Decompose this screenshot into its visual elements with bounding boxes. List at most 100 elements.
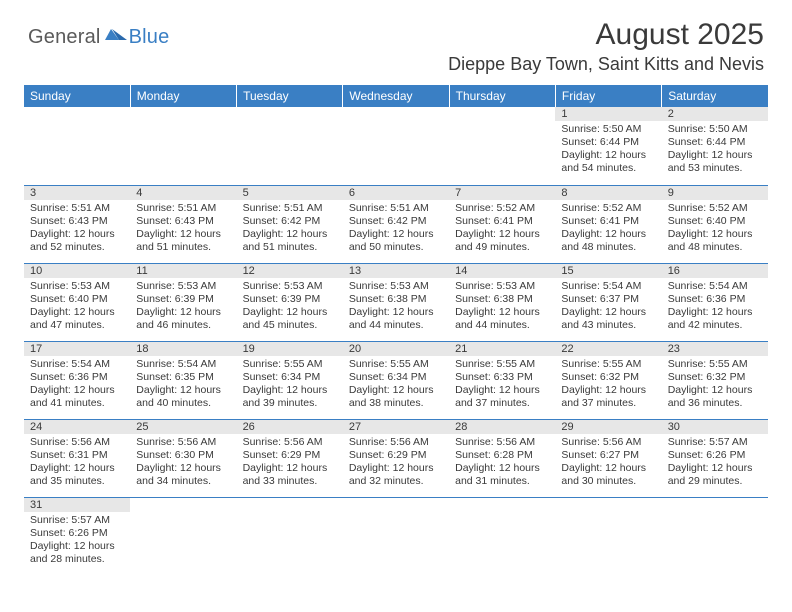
day-number: 10 [24, 264, 130, 278]
day-details: Sunrise: 5:55 AMSunset: 6:32 PMDaylight:… [662, 356, 768, 415]
sunrise-line: Sunrise: 5:51 AM [30, 202, 124, 215]
calendar-day-cell [343, 107, 449, 185]
calendar-day-cell: 14Sunrise: 5:53 AMSunset: 6:38 PMDayligh… [449, 263, 555, 341]
title-block: August 2025 Dieppe Bay Town, Saint Kitts… [448, 18, 764, 75]
brand-part1: General [28, 26, 101, 49]
weekday-header: Friday [555, 85, 661, 107]
daylight-line: and 38 minutes. [349, 397, 443, 410]
day-details: Sunrise: 5:53 AMSunset: 6:39 PMDaylight:… [130, 278, 236, 337]
sunset-line: Sunset: 6:36 PM [668, 293, 762, 306]
sunrise-line: Sunrise: 5:54 AM [668, 280, 762, 293]
daylight-line: Daylight: 12 hours [349, 228, 443, 241]
sunset-line: Sunset: 6:28 PM [455, 449, 549, 462]
day-details: Sunrise: 5:56 AMSunset: 6:29 PMDaylight:… [343, 434, 449, 493]
daylight-line: Daylight: 12 hours [561, 306, 655, 319]
day-number: 17 [24, 342, 130, 356]
day-number: 27 [343, 420, 449, 434]
calendar-day-cell: 6 Sunrise: 5:51 AMSunset: 6:42 PMDaylight… [343, 185, 449, 263]
day-details: Sunrise: 5:55 AMSunset: 6:33 PMDaylight:… [449, 356, 555, 415]
day-details: Sunrise: 5:55 AMSunset: 6:32 PMDaylight:… [555, 356, 661, 415]
calendar-week-row: 31Sunrise: 5:57 AMSunset: 6:26 PMDayligh… [24, 497, 768, 575]
daylight-line: Daylight: 12 hours [136, 384, 230, 397]
daylight-line: and 44 minutes. [349, 319, 443, 332]
calendar-day-cell [449, 497, 555, 575]
daylight-line: and 40 minutes. [136, 397, 230, 410]
sunrise-line: Sunrise: 5:53 AM [455, 280, 549, 293]
sunset-line: Sunset: 6:29 PM [349, 449, 443, 462]
daylight-line: and 45 minutes. [243, 319, 337, 332]
day-number: 2 [662, 107, 768, 121]
calendar-day-cell: 27Sunrise: 5:56 AMSunset: 6:29 PMDayligh… [343, 419, 449, 497]
calendar-table: Sunday Monday Tuesday Wednesday Thursday… [24, 85, 768, 575]
sunset-line: Sunset: 6:26 PM [668, 449, 762, 462]
daylight-line: Daylight: 12 hours [561, 384, 655, 397]
calendar-day-cell: 4Sunrise: 5:51 AMSunset: 6:43 PMDaylight… [130, 185, 236, 263]
sunrise-line: Sunrise: 5:54 AM [30, 358, 124, 371]
daylight-line: and 37 minutes. [455, 397, 549, 410]
calendar-day-cell [555, 497, 661, 575]
month-title: August 2025 [448, 18, 764, 52]
sunrise-line: Sunrise: 5:53 AM [30, 280, 124, 293]
sunrise-line: Sunrise: 5:56 AM [243, 436, 337, 449]
day-number: 3 [24, 186, 130, 200]
sunrise-line: Sunrise: 5:54 AM [136, 358, 230, 371]
daylight-line: Daylight: 12 hours [136, 228, 230, 241]
day-details: Sunrise: 5:54 AMSunset: 6:37 PMDaylight:… [555, 278, 661, 337]
sunrise-line: Sunrise: 5:50 AM [668, 123, 762, 136]
brand-part2: Blue [129, 26, 170, 49]
sunset-line: Sunset: 6:43 PM [136, 215, 230, 228]
daylight-line: Daylight: 12 hours [349, 462, 443, 475]
sunrise-line: Sunrise: 5:56 AM [136, 436, 230, 449]
daylight-line: Daylight: 12 hours [243, 384, 337, 397]
daylight-line: and 46 minutes. [136, 319, 230, 332]
weekday-header: Saturday [662, 85, 768, 107]
daylight-line: and 47 minutes. [30, 319, 124, 332]
sunrise-line: Sunrise: 5:51 AM [136, 202, 230, 215]
daylight-line: Daylight: 12 hours [561, 462, 655, 475]
sunrise-line: Sunrise: 5:55 AM [455, 358, 549, 371]
sunset-line: Sunset: 6:37 PM [561, 293, 655, 306]
daylight-line: and 48 minutes. [561, 241, 655, 254]
calendar-week-row: 17Sunrise: 5:54 AMSunset: 6:36 PMDayligh… [24, 341, 768, 419]
daylight-line: Daylight: 12 hours [349, 306, 443, 319]
day-number: 6 [343, 186, 449, 200]
daylight-line: and 54 minutes. [561, 162, 655, 175]
calendar-day-cell: 19Sunrise: 5:55 AMSunset: 6:34 PMDayligh… [237, 341, 343, 419]
sunset-line: Sunset: 6:42 PM [349, 215, 443, 228]
daylight-line: Daylight: 12 hours [243, 306, 337, 319]
daylight-line: Daylight: 12 hours [243, 462, 337, 475]
day-number: 1 [555, 107, 661, 121]
day-number: 20 [343, 342, 449, 356]
sunrise-line: Sunrise: 5:51 AM [349, 202, 443, 215]
daylight-line: and 44 minutes. [455, 319, 549, 332]
daylight-line: and 37 minutes. [561, 397, 655, 410]
daylight-line: Daylight: 12 hours [30, 462, 124, 475]
day-details: Sunrise: 5:57 AMSunset: 6:26 PMDaylight:… [24, 512, 130, 571]
day-number: 26 [237, 420, 343, 434]
calendar-day-cell: 11Sunrise: 5:53 AMSunset: 6:39 PMDayligh… [130, 263, 236, 341]
day-details: Sunrise: 5:50 AMSunset: 6:44 PMDaylight:… [662, 121, 768, 180]
sunrise-line: Sunrise: 5:56 AM [30, 436, 124, 449]
daylight-line: and 32 minutes. [349, 475, 443, 488]
weekday-header: Monday [130, 85, 236, 107]
sunset-line: Sunset: 6:42 PM [243, 215, 337, 228]
calendar-day-cell [343, 497, 449, 575]
daylight-line: Daylight: 12 hours [30, 228, 124, 241]
daylight-line: and 29 minutes. [668, 475, 762, 488]
daylight-line: and 50 minutes. [349, 241, 443, 254]
calendar-day-cell: 2Sunrise: 5:50 AMSunset: 6:44 PMDaylight… [662, 107, 768, 185]
day-number: 19 [237, 342, 343, 356]
daylight-line: Daylight: 12 hours [561, 228, 655, 241]
weekday-header-row: Sunday Monday Tuesday Wednesday Thursday… [24, 85, 768, 107]
daylight-line: and 43 minutes. [561, 319, 655, 332]
daylight-line: and 28 minutes. [30, 553, 124, 566]
calendar-day-cell: 25Sunrise: 5:56 AMSunset: 6:30 PMDayligh… [130, 419, 236, 497]
weekday-header: Wednesday [343, 85, 449, 107]
day-details: Sunrise: 5:57 AMSunset: 6:26 PMDaylight:… [662, 434, 768, 493]
day-details: Sunrise: 5:51 AMSunset: 6:43 PMDaylight:… [130, 200, 236, 259]
day-number: 25 [130, 420, 236, 434]
calendar-day-cell [662, 497, 768, 575]
daylight-line: Daylight: 12 hours [243, 228, 337, 241]
day-number: 11 [130, 264, 236, 278]
sunset-line: Sunset: 6:38 PM [349, 293, 443, 306]
